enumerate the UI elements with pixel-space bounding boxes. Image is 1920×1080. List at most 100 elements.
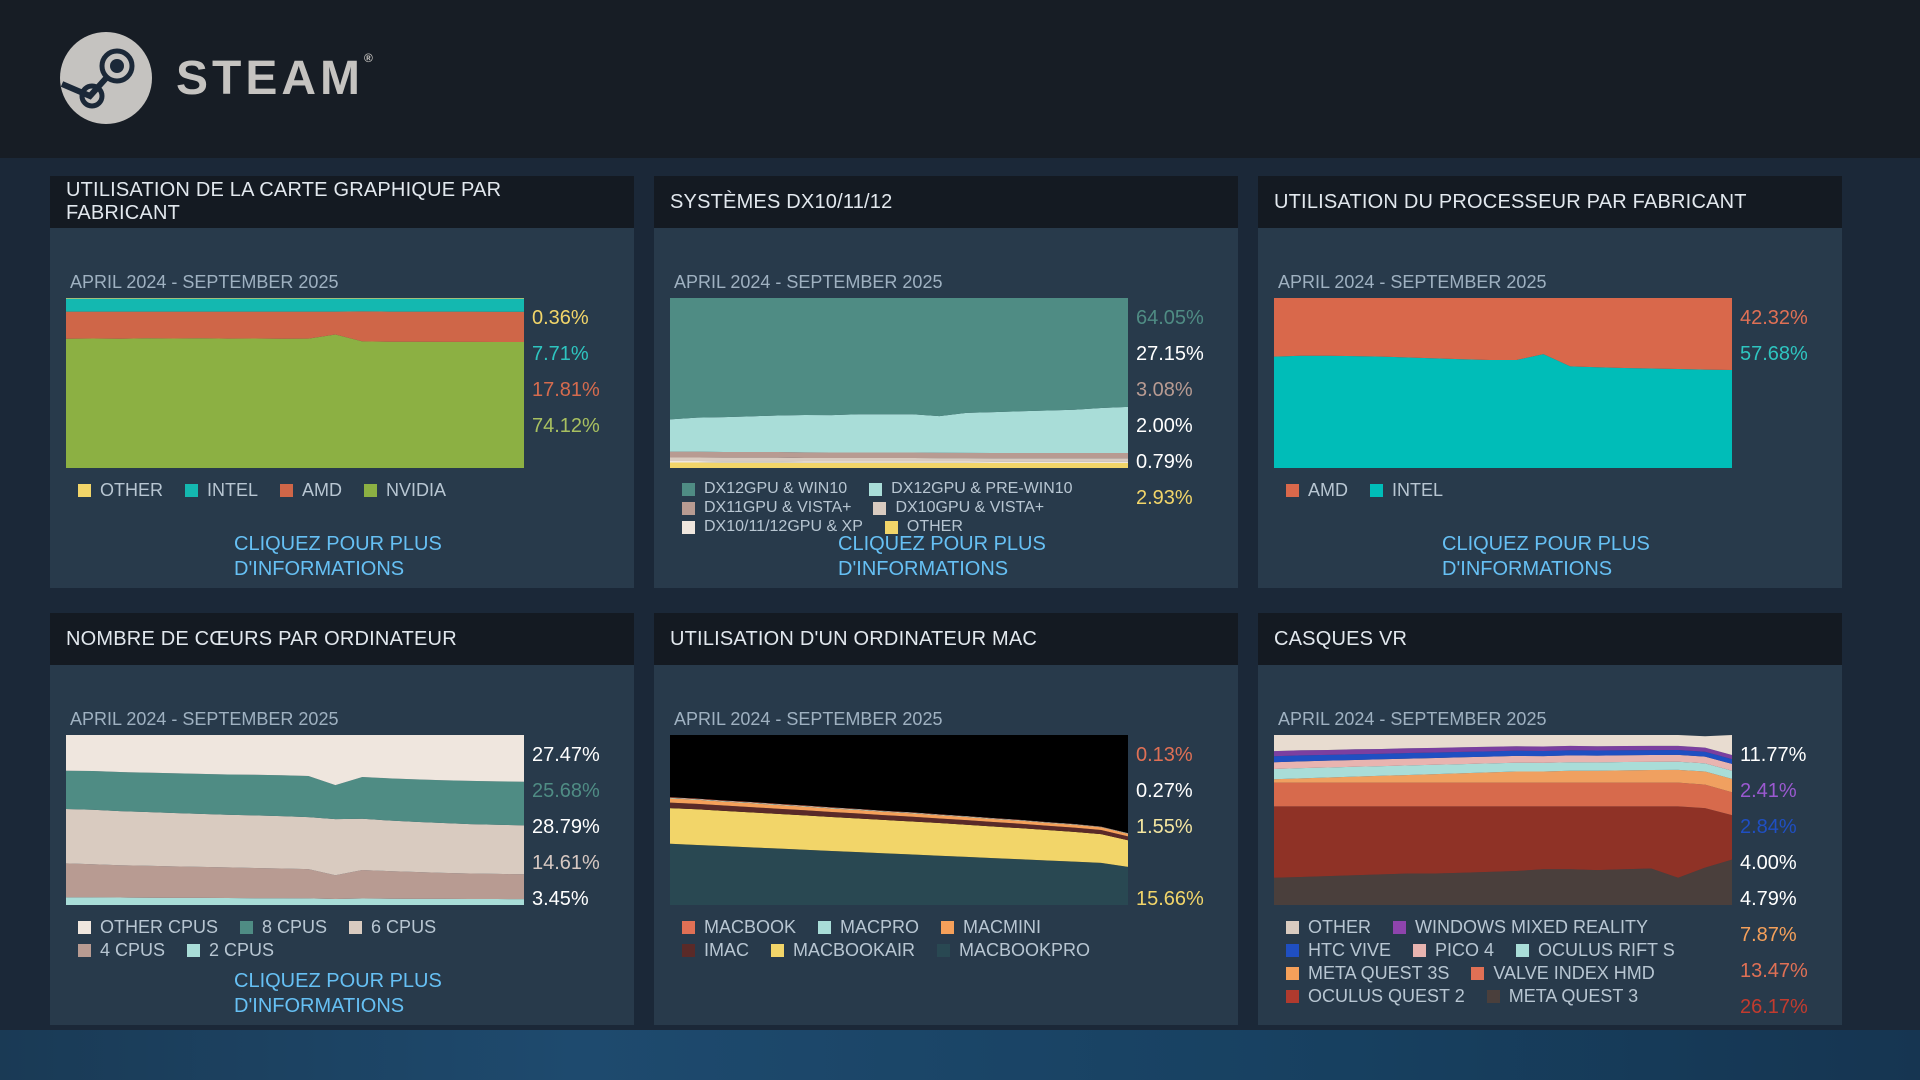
legend-item: META QUEST 3	[1486, 986, 1639, 1007]
percentage-value: 2.00%	[1136, 415, 1193, 437]
chart-legend: MACBOOK MACPRO MACMINI IMAC MACBOOKAIR MACBOO…	[682, 917, 1122, 961]
stacked-area-chart	[670, 298, 1128, 468]
legend-swatch	[185, 484, 198, 497]
legend-label: PICO 4	[1435, 940, 1495, 960]
legend-swatch	[364, 484, 378, 497]
percentage-list: 64.05% 27.15% 3.08% 2.00% 0.79% 2.93%	[1136, 308, 1236, 524]
percentage-value: 25.68%	[532, 780, 600, 802]
legend-item: OTHER	[78, 480, 163, 501]
chart-legend: OTHER CPUS 8 CPUS 6 CPUS 4 CPUS 2 CPUS	[78, 917, 518, 961]
legend-item: AMD	[1286, 480, 1348, 501]
chart-svg	[66, 735, 524, 905]
legend-swatch	[1393, 921, 1406, 934]
legend-label: IMAC	[704, 940, 749, 960]
percentage-value: 2.41%	[1740, 780, 1797, 802]
area-series-other	[670, 462, 1128, 468]
legend-swatch	[682, 482, 695, 496]
chart-svg	[670, 298, 1128, 468]
percentage-value: 14.61%	[532, 852, 600, 874]
percentage-value: 28.79%	[532, 816, 600, 838]
percentage-value: 3.45%	[532, 888, 589, 910]
legend-item: OCULUS QUEST 2	[1286, 986, 1465, 1007]
panel-title: UTILISATION D'UN ORDINATEUR MAC	[654, 613, 1238, 665]
area-series-dx12gpu-win10	[670, 298, 1128, 420]
area-series-other	[1274, 735, 1732, 756]
percentage-value: 0.27%	[1136, 780, 1193, 802]
percentage-value: 27.47%	[532, 744, 600, 766]
stacked-area-chart	[1274, 298, 1732, 468]
legend-item: AMD	[280, 480, 342, 501]
legend-label: AMD	[302, 480, 343, 500]
date-range: APRIL 2024 - SEPTEMBER 2025	[674, 272, 943, 292]
top-bar: STEAM®	[0, 0, 1920, 158]
percentage-list: 0.13% 0.27% 1.55% 15.66%	[1136, 745, 1236, 961]
area-series-windows-mixed-reality	[1274, 745, 1732, 760]
legend-item: 8 CPUS	[240, 917, 327, 938]
percentage-value: 0.13%	[1136, 744, 1193, 766]
panel-title: CASQUES VR	[1258, 613, 1842, 665]
area-series-amd	[66, 311, 524, 343]
area-series-meta-quest-3s	[1274, 769, 1732, 793]
bottom-bar	[0, 1030, 1920, 1080]
legend-swatch	[941, 921, 955, 934]
stats-panel: UTILISATION DU PROCESSEUR PAR FABRICANT A…	[1258, 176, 1842, 588]
panel-body: APRIL 2024 - SEPTEMBER 2025 27.47% 25.68% 2…	[50, 665, 634, 1025]
legend-label: DX10/11/12GPU & XP	[704, 518, 863, 535]
legend-label: OTHER	[1308, 917, 1371, 937]
legend-item: OTHER	[1286, 917, 1371, 938]
area-series-macbookair	[670, 808, 1128, 867]
stacked-area-chart	[670, 735, 1128, 905]
legend-swatch	[1370, 484, 1383, 497]
legend-label: OTHER	[906, 518, 963, 535]
legend-swatch	[1286, 944, 1299, 957]
percentage-value: 4.00%	[1740, 852, 1797, 874]
area-series-amd	[1274, 298, 1732, 370]
legend-swatch	[937, 944, 951, 957]
legend-label: OTHER CPUS	[100, 917, 219, 937]
area-series-dx10gpu-vista-	[670, 457, 1128, 462]
stats-panel: SYSTÈMES DX10/11/12 APRIL 2024 - SEPTEMBE…	[654, 176, 1238, 588]
legend-item: NVIDIA	[364, 480, 446, 501]
chart-svg	[1274, 735, 1732, 905]
percentage-value: 2.93%	[1136, 487, 1193, 509]
area-series-intel	[1274, 354, 1732, 468]
legend-swatch	[1516, 944, 1530, 957]
legend-label: VALVE INDEX HMD	[1493, 963, 1655, 983]
legend-item: MACPRO	[818, 917, 919, 938]
percentage-value: 4.79%	[1740, 888, 1797, 910]
legend-label: META QUEST 3	[1508, 986, 1639, 1006]
chart-legend: AMD INTEL	[1286, 480, 1726, 501]
percentage-value: 42.32%	[1740, 307, 1808, 329]
area-series-meta-quest-3	[1274, 859, 1732, 905]
legend-swatch	[1471, 967, 1485, 980]
legend-label: MACMINI	[963, 917, 1042, 937]
more-info-link[interactable]: CLIQUEZ POUR PLUS D'INFORMATIONS	[234, 533, 442, 580]
date-range: APRIL 2024 - SEPTEMBER 2025	[70, 709, 339, 729]
chart-svg	[1274, 298, 1732, 468]
percentage-value: 7.71%	[532, 343, 589, 365]
percentage-value: 13.47%	[1740, 960, 1808, 982]
area-series-oculus-rift-s	[1274, 761, 1732, 780]
legend-item: DX12GPU & PRE-WIN10	[869, 480, 1073, 498]
legend-label: 8 CPUS	[262, 917, 328, 937]
date-range: APRIL 2024 - SEPTEMBER 2025	[1278, 272, 1547, 292]
percentage-value	[1136, 853, 1236, 889]
panel-body: APRIL 2024 - SEPTEMBER 2025 0.36% 7.71% 17.…	[50, 228, 634, 588]
legend-item: 4 CPUS	[78, 940, 165, 961]
more-info-link[interactable]: CLIQUEZ POUR PLUS D'INFORMATIONS	[838, 533, 1046, 580]
legend-swatch	[873, 501, 887, 515]
more-info-link[interactable]: CLIQUEZ POUR PLUS D'INFORMATIONS	[234, 970, 442, 1017]
legend-label: INTEL	[1392, 480, 1444, 500]
percentage-value: 57.68%	[1740, 343, 1808, 365]
date-range: APRIL 2024 - SEPTEMBER 2025	[70, 272, 339, 292]
percentage-list: 27.47% 25.68% 28.79% 14.61% 3.45%	[532, 745, 632, 925]
legend-label: WINDOWS MIXED REALITY	[1415, 917, 1649, 937]
legend-swatch	[1413, 944, 1427, 957]
legend-label: MACBOOKAIR	[793, 940, 916, 960]
legend-item: INTEL	[1370, 480, 1443, 501]
stats-panel: NOMBRE DE CŒURS PAR ORDINATEUR APRIL 2024…	[50, 613, 634, 1025]
percentage-value: 64.05%	[1136, 307, 1204, 329]
steam-logo[interactable]: STEAM®	[60, 32, 373, 124]
legend-item: MACBOOKAIR	[771, 940, 915, 961]
more-info-link[interactable]: CLIQUEZ POUR PLUS D'INFORMATIONS	[1442, 533, 1650, 580]
